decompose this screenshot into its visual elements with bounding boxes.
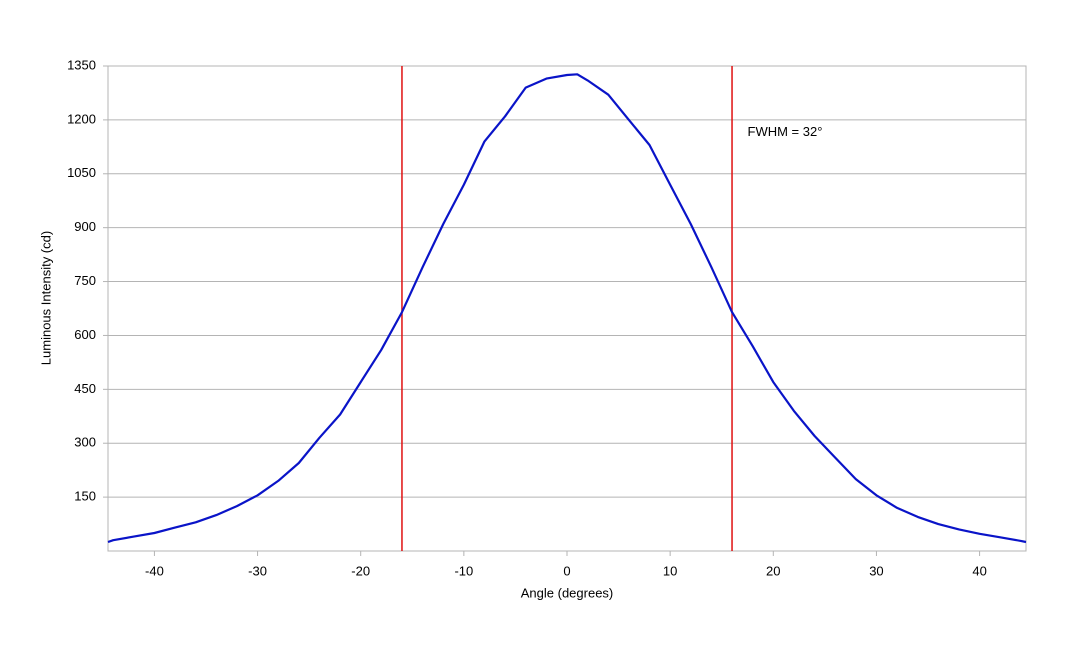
data-line [107,73,1027,544]
y-tick-label: 600 [74,327,96,342]
y-tick-label: 300 [74,435,96,450]
y-axis-label: Luminous Intensity (cd) [38,231,53,365]
x-tick-label: -30 [248,563,267,578]
x-tick-label: 30 [869,563,883,578]
y-tick-label: 1200 [67,111,96,126]
x-tick-label: -20 [351,563,370,578]
y-tick-label: 750 [74,273,96,288]
y-tick-label: 900 [74,219,96,234]
x-tick-label: -10 [454,563,473,578]
x-axis-label: Angle (degrees) [521,585,614,600]
y-tick-label: 450 [74,381,96,396]
x-tick-label: -40 [145,563,164,578]
plot-border [107,65,1027,552]
y-tick-label: 1050 [67,165,96,180]
x-tick-label: 10 [663,563,677,578]
y-tick-label: 1350 [67,57,96,72]
y-tick-label: 150 [74,489,96,504]
x-tick-label: 40 [972,563,986,578]
x-tick-label: 0 [563,563,570,578]
annotation: FWHM = 32° [748,124,823,139]
x-tick-label: 20 [766,563,780,578]
